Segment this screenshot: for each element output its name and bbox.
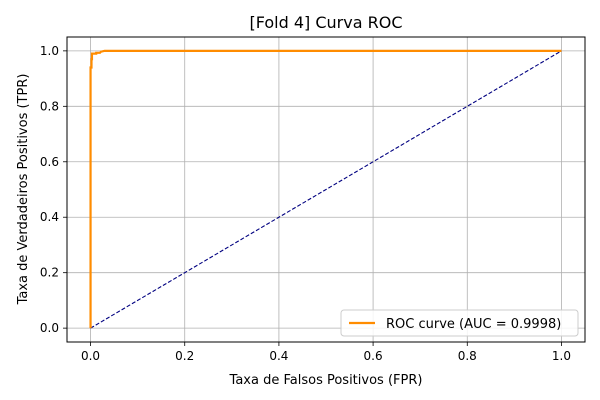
y-tick-label: 0.6	[40, 155, 59, 169]
x-tick-label: 0.0	[81, 349, 100, 363]
series-lines	[89, 49, 562, 329]
y-tick-label: 0.8	[40, 99, 59, 113]
x-tick-label: 1.0	[552, 349, 571, 363]
plot-frame	[66, 36, 586, 343]
y-tick-label: 0.0	[40, 321, 59, 335]
x-tick-label: 0.6	[364, 349, 383, 363]
y-tick-label: 0.2	[40, 266, 59, 280]
x-tick-label: 0.8	[458, 349, 477, 363]
x-tick-label: 0.2	[175, 349, 194, 363]
y-axis-label: Taxa de Verdadeiros Positivos (TPR)	[16, 74, 31, 306]
legend-box	[340, 309, 579, 337]
chart-title: [Fold 4] Curva ROC	[250, 13, 403, 32]
chance-diagonal-line	[90, 50, 562, 329]
legend-label-roc: ROC curve (AUC = 0.9998)	[386, 317, 561, 332]
legend: ROC curve (AUC = 0.9998)	[340, 309, 579, 337]
x-axis-label: Taxa de Falsos Positivos (FPR)	[229, 373, 423, 388]
y-tick-label: 0.4	[40, 210, 59, 224]
x-tick-label: 0.4	[269, 349, 288, 363]
y-tick-label: 1.0	[40, 44, 59, 58]
axis-ticks: 0.0 0.2 0.4 0.6 0.8 1.0 0.0 0.2 0.4 0.6 0.8 1.0	[40, 44, 571, 363]
roc-curve-line	[89, 49, 562, 329]
